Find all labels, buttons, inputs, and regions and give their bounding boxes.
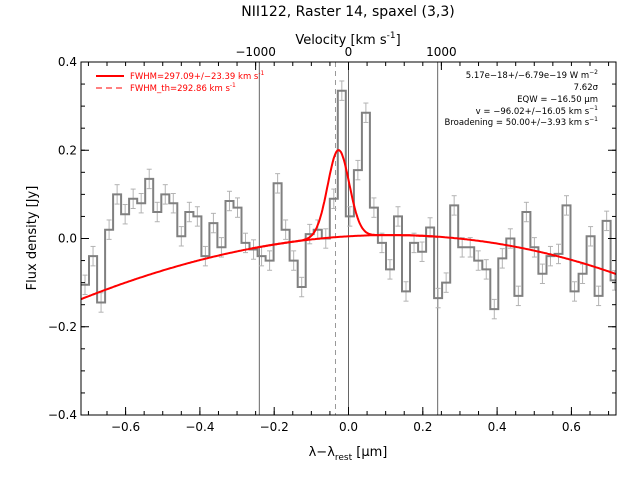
fit-annotations: 5.17e−18+/−6.79e−19 W m−2 7.62σ EQW = −1…	[445, 69, 599, 128]
annotation-eqw: EQW = −16.50 μm	[517, 95, 598, 105]
x-tick-label: 0.2	[413, 420, 432, 434]
plot-series	[81, 80, 616, 320]
x-tick-label: −0.2	[260, 420, 289, 434]
y-tick-label: −0.2	[48, 320, 77, 334]
legend-entry-1: FWHM=297.09+/−23.39 km s-1	[130, 70, 265, 82]
y-tick-label: 0.2	[58, 143, 77, 157]
x-axis-label: λ−λrest [μm]	[309, 445, 388, 463]
top-tick-label: 0	[345, 45, 353, 59]
legend: FWHM=297.09+/−23.39 km s-1 FWHM_th=292.8…	[96, 70, 265, 94]
y-tick-label: −0.4	[48, 408, 77, 422]
annotation-flux: 5.17e−18+/−6.79e−19 W m−2	[466, 69, 598, 81]
axes	[80, 61, 617, 416]
spectrum-histogram	[81, 89, 616, 311]
x-tick-label: −0.4	[185, 420, 214, 434]
annotation-snr: 7.62σ	[574, 83, 599, 93]
gaussian-fit	[251, 149, 438, 250]
top-tick-label: 1000	[426, 45, 457, 59]
x-tick-label: 0.0	[339, 420, 358, 434]
top-axis-label: Velocity [km s-1]	[295, 31, 400, 48]
y-tick-label: 0.0	[58, 232, 77, 246]
legend-entry-2: FWHM_th=292.86 km s-1	[130, 82, 236, 94]
annotation-velocity: v = −96.02+/−16.05 km s−1	[476, 105, 599, 117]
svg-text:Velocity [km s-1]: Velocity [km s-1]	[295, 31, 400, 48]
reference-lines	[258, 62, 439, 415]
baseline-fit	[81, 234, 616, 301]
x-tick-label: 0.6	[562, 420, 581, 434]
y-axis-label: Flux density [Jy]	[25, 186, 40, 291]
tick-labels: −0.6 −0.4 −0.2 0.0 0.2 0.4 0.6 −0.4 −0.2 0.0 0.2 0.…	[48, 45, 581, 434]
top-tick-label: −1000	[235, 45, 276, 59]
x-tick-label: 0.4	[488, 420, 507, 434]
svg-text:λ−λrest [μm]: λ−λrest [μm]	[309, 445, 388, 463]
chart-title: NII122, Raster 14, spaxel (3,3)	[241, 4, 454, 20]
x-tick-label: −0.6	[111, 420, 140, 434]
annotation-broadening: Broadening = 50.00+/−3.93 km s−1	[445, 116, 599, 128]
y-tick-label: 0.4	[58, 55, 77, 69]
